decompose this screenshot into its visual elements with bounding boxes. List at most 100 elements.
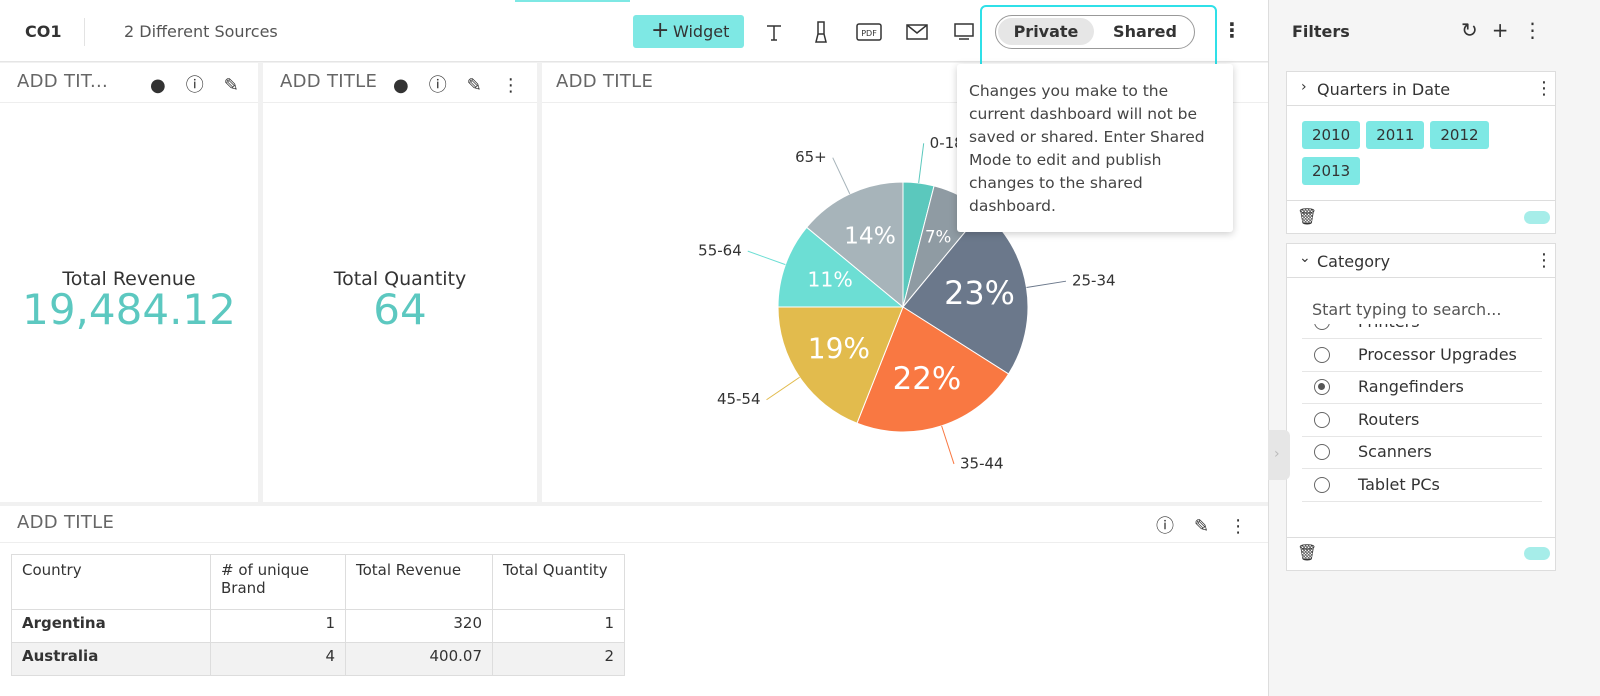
delete-icon[interactable]: 🗑 [1297, 543, 1318, 562]
widget-icons[interactable]: ⓘ✎⋮ [1156, 516, 1268, 537]
table-cell: Argentina [11, 609, 211, 643]
option-label: Scanners [1358, 442, 1432, 462]
option-label: Routers [1358, 409, 1420, 429]
kpi-label: Total Quantity [333, 268, 467, 290]
panel-handle[interactable]: › [1268, 430, 1290, 480]
category-option[interactable]: Routers [1302, 404, 1542, 437]
brush-icon[interactable] [812, 20, 830, 44]
table-cell: 1 [492, 609, 625, 643]
private-option[interactable]: Private [998, 18, 1094, 45]
leader-line [747, 250, 786, 266]
column-header[interactable]: # of unique Brand [210, 554, 346, 610]
header-row: Country # of unique Brand Total Revenue Tot… [11, 554, 625, 610]
leader-line [941, 425, 955, 465]
category-label: 35-44 [960, 454, 1004, 472]
data-table: Country # of unique Brand Total Revenue Tot… [11, 554, 625, 676]
category-option[interactable]: Rangefinders [1302, 371, 1542, 405]
widget-title[interactable]: ADD TITLE [556, 71, 654, 92]
toggle-switch[interactable] [1524, 547, 1550, 560]
widget-icons[interactable]: ●ⓘ✎⋮ [393, 75, 540, 96]
leader-line [918, 143, 925, 184]
category-label: 45-54 [717, 390, 761, 408]
leader-line [766, 376, 800, 401]
widget-header [0, 63, 258, 103]
column-header[interactable]: Total Quantity [492, 554, 625, 610]
slice-label: 7% [925, 227, 951, 246]
option-list: Printers Processor Upgrades Rangefinders Ro… [1302, 324, 1542, 514]
group-header[interactable] [1287, 244, 1555, 278]
category-label: 0-18 [930, 134, 964, 152]
category-option[interactable]: Processor Upgrades [1302, 339, 1542, 372]
option-label: Tablet PCs [1358, 475, 1440, 494]
option-label: Processor Upgrades [1358, 344, 1517, 364]
slice-label: 19% [808, 333, 870, 366]
toggle-switch[interactable] [1524, 211, 1550, 224]
text-icon[interactable] [764, 22, 784, 42]
quantity-widget: ADD TITLE ●ⓘ✎⋮ Total Quantity 64 [263, 63, 537, 502]
widget-button-label: Widget [673, 22, 730, 41]
column-header[interactable]: Country [11, 554, 211, 610]
group-name: Category [1317, 252, 1391, 271]
table-cell: 400.07 [345, 642, 493, 676]
widget-header [542, 63, 1268, 103]
category-option[interactable]: Tablet PCs [1302, 469, 1542, 502]
sources[interactable]: 2 Different Sources [124, 22, 278, 41]
widget-title[interactable]: ADD TIT... [17, 71, 109, 92]
pie-slice [777, 226, 905, 308]
year-chip[interactable]: 2010 [1302, 121, 1361, 149]
widget-button[interactable]: + Widget [633, 15, 744, 48]
accent [515, 0, 630, 2]
radio [1314, 346, 1330, 363]
category-option[interactable]: Printers [1302, 324, 1542, 339]
widget-title[interactable]: ADD TITLE [280, 71, 378, 92]
year-chip[interactable]: 2012 [1430, 121, 1489, 149]
leader-line [832, 157, 851, 195]
radio [1314, 444, 1330, 461]
table-cell: 1 [210, 609, 346, 643]
email-icon[interactable] [906, 23, 928, 41]
table-widget: ADD TITLE ⓘ✎⋮ Country # of unique Brand To… [0, 506, 1268, 696]
category-option[interactable]: Scanners [1302, 436, 1542, 470]
table-cell: Australia [11, 642, 211, 676]
svg-text:PDF: PDF [861, 29, 877, 38]
slice-label: 22% [893, 361, 962, 397]
pie-slice [777, 306, 904, 424]
kpi-value: 64 [373, 285, 427, 334]
shared-option[interactable]: Shared [1113, 22, 1177, 41]
table-cell: 320 [345, 609, 493, 643]
option-label: Rangefinders [1358, 377, 1464, 397]
widget-title[interactable]: ADD TITLE [17, 512, 115, 533]
radio [1314, 324, 1330, 330]
year-chip[interactable]: 2011 [1366, 121, 1425, 149]
more-menu[interactable]: ⋮ [1222, 18, 1242, 42]
column-header[interactable]: Total Revenue [345, 554, 493, 610]
widget-header [263, 63, 537, 103]
kpi-value: 19,484.12 [22, 285, 236, 334]
top-bar: CO1 2 Different Sources + Widget PDF Priv… [0, 0, 1268, 62]
pdf-icon[interactable]: PDF [856, 22, 882, 42]
widget-icons[interactable]: ●ⓘ✎⋮ [150, 75, 297, 96]
revenue-widget: ADD TIT... ●ⓘ✎⋮ Total Revenue 19,484.12 [0, 63, 277, 502]
table-row: Australia 4 400.07 2 [11, 642, 625, 676]
leader-line [1026, 280, 1067, 288]
filter-panel: Filters ↻+⋮ › Quarters in Date ⋮ 2010 201… [1268, 0, 1600, 696]
search-input[interactable]: Start typing to search... [1312, 300, 1502, 319]
chips: 2010 2011 2012 2013 [1302, 121, 1542, 193]
pie-slice [805, 181, 904, 309]
divider [84, 18, 85, 46]
dashboard-title: CO1 [25, 22, 62, 41]
radio [1314, 379, 1330, 396]
delete-icon[interactable]: 🗑 [1297, 207, 1318, 226]
group-header[interactable] [1287, 72, 1555, 106]
radio [1314, 477, 1330, 493]
tooltip: Changes you make to the current dashboar… [957, 64, 1233, 232]
category-label: 65+ [795, 148, 827, 166]
year-chip[interactable]: 2013 [1302, 157, 1361, 185]
screen-icon[interactable] [953, 23, 975, 41]
table-row: Argentina 1 320 1 [11, 609, 625, 643]
pie-slice [856, 306, 1010, 433]
pie-chart: 0-18 7% 23% 25-34 22% 35-44 19% 45-54 11% 55-64 14… [698, 134, 1115, 473]
filter-actions[interactable]: ↻+⋮ [1461, 18, 1557, 42]
slice-label: 14% [844, 222, 896, 249]
category-label: 55-64 [698, 242, 742, 260]
